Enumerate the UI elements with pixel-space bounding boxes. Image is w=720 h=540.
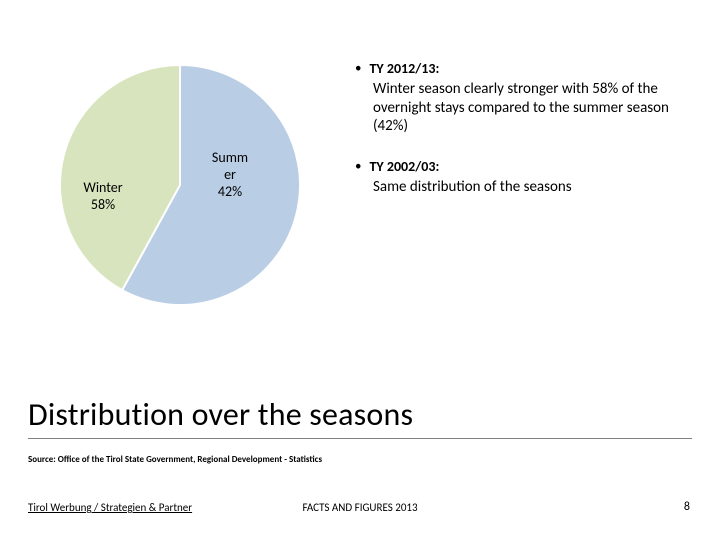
slide-root: Winter58% Summer42% • TY 2012/13: Winter… bbox=[0, 0, 720, 540]
bullet-marker: • bbox=[355, 158, 361, 176]
bullet-body: Same distribution of the seasons bbox=[373, 178, 695, 197]
title-rule bbox=[28, 438, 692, 439]
slice-label-winter: Winter58% bbox=[68, 180, 138, 214]
source-line: Source: Office of the Tirol State Govern… bbox=[28, 454, 322, 465]
page-title: Distribution over the seasons bbox=[28, 395, 413, 434]
bullet-marker: • bbox=[355, 60, 361, 78]
bullet-list: • TY 2012/13: Winter season clearly stro… bbox=[355, 60, 695, 219]
footer-center: FACTS AND FIGURES 2013 bbox=[0, 501, 720, 514]
footer-center-prefix: FACTS AND bbox=[302, 501, 354, 514]
bullet-heading: TY 2002/03: bbox=[369, 158, 439, 175]
footer-center-suffix: FIGURES 2013 bbox=[355, 501, 418, 514]
bullet-item: • TY 2002/03: Same distribution of the s… bbox=[355, 158, 695, 197]
bullet-item: • TY 2012/13: Winter season clearly stro… bbox=[355, 60, 695, 136]
footer-page-number: 8 bbox=[684, 500, 690, 514]
bullet-body: Winter season clearly stronger with 58% … bbox=[373, 80, 695, 136]
bullet-heading: TY 2012/13: bbox=[369, 60, 439, 77]
pie-chart: Winter58% Summer42% bbox=[40, 55, 330, 345]
slice-label-summer: Summer42% bbox=[200, 150, 260, 200]
